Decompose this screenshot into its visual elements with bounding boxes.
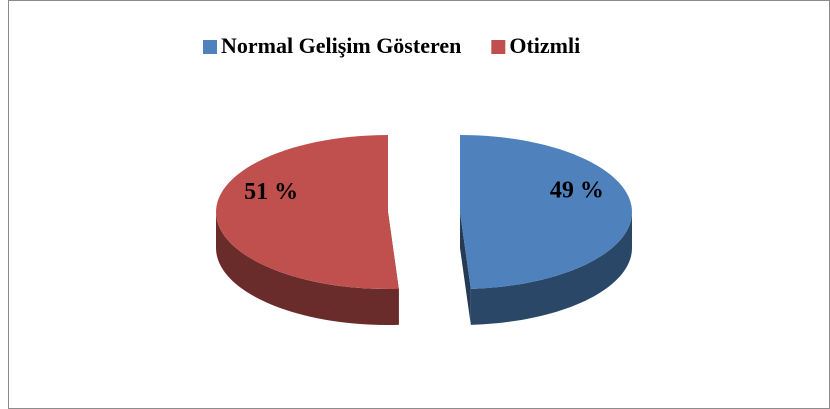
legend-label: Normal Gelişim Gösteren <box>221 33 461 58</box>
slice <box>460 135 632 289</box>
data-label: 51 % <box>244 179 298 205</box>
legend-label: Otizmli <box>509 33 580 58</box>
legend: Normal Gelişim Gösteren Otizmli <box>203 33 580 58</box>
legend-swatch <box>491 40 506 54</box>
slice <box>216 135 399 289</box>
slice-side <box>470 212 632 325</box>
data-label: 49 % <box>550 177 604 203</box>
chart-frame <box>8 0 830 409</box>
legend-swatch <box>203 40 217 54</box>
slice-side <box>216 212 399 325</box>
slice-cut-face <box>460 212 471 325</box>
pie: 49 % 51 % <box>216 135 632 325</box>
